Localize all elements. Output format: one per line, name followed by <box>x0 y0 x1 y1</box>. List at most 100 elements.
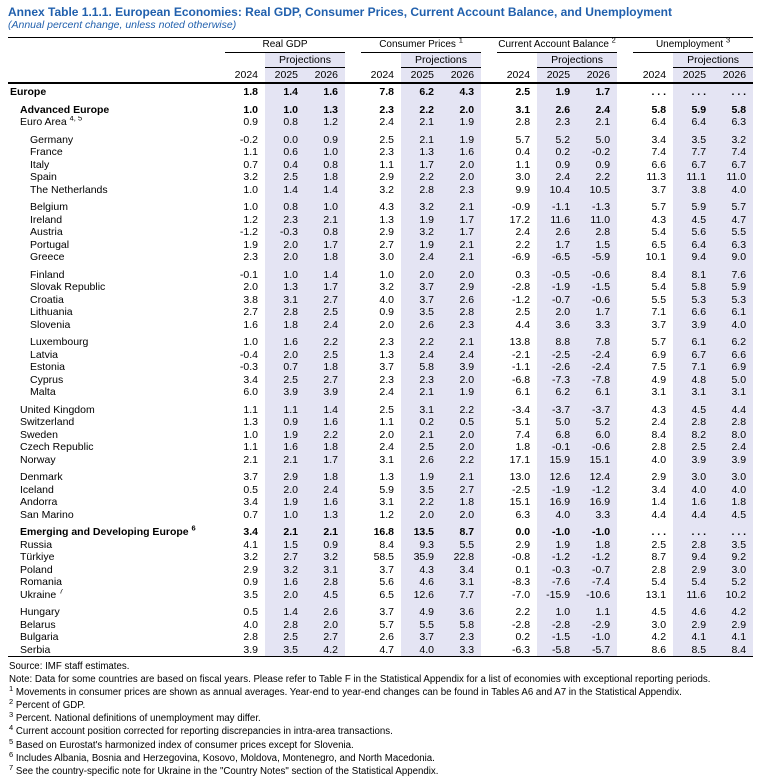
table-row: Czech Republic 1.1 1.6 1.8 2.4 2.5 2.0 1.8 -0.1-… <box>8 441 754 454</box>
value-cell: 6.0 <box>577 428 618 441</box>
value-cell: 0.9 <box>265 416 305 429</box>
table-row: Iceland 0.5 2.0 2.4 5.9 3.5 2.7 -2.5 -1.9 -1.2 3.4… <box>8 483 754 496</box>
value-cell: 8.8 <box>537 331 578 349</box>
column-gap <box>617 159 633 172</box>
value-cell: 35.9 <box>401 551 442 564</box>
table-row: Lithuania 2.7 2.8 2.5 0.9 3.5 2.8 2.5 2.0 1.7 7.1 6… <box>8 306 754 319</box>
value-cell: 7.8 <box>577 331 618 349</box>
value-cell: 3.4 <box>243 496 258 508</box>
value-cell: 1.8 <box>243 86 258 98</box>
value-cell: 2.3 <box>441 183 482 196</box>
value-cell: 2.3 <box>379 103 395 116</box>
row-label: The Netherlands <box>30 183 108 196</box>
value-cell: 5.6 <box>379 576 395 588</box>
value-cell: 2.1 <box>401 428 442 441</box>
value-cell: 4.0 <box>401 643 442 657</box>
value-cell: 2.5 <box>265 631 305 644</box>
value-cell: 2.2 <box>441 453 482 466</box>
value-cell: 2.2 <box>515 238 531 251</box>
value-cell: 5.2 <box>713 576 754 589</box>
column-gap <box>481 601 497 619</box>
column-gap <box>481 429 497 442</box>
value-cell: -0.3 <box>265 226 305 239</box>
value-cell: 3.8 <box>243 293 258 306</box>
year-header: 2025 <box>673 67 714 84</box>
table-row: Euro Area 4, 5 0.9 0.8 1.2 2.4 2.1 1.9 2.8 2.3 2.… <box>8 116 754 129</box>
value-cell: 13.0 <box>509 471 531 483</box>
row-label: Hungary <box>20 606 60 618</box>
value-cell: 3.4 <box>651 483 667 496</box>
table-row: Spain 3.2 2.5 1.8 2.9 2.2 2.0 3.0 2.4 2.2 11.3 11.1… <box>8 171 754 184</box>
row-label: France <box>30 146 63 158</box>
footnote-marker: 3 <box>726 35 731 45</box>
column-gap <box>345 159 361 172</box>
value-cell: 7.6 <box>713 263 754 281</box>
value-cell: 6.1 <box>713 306 754 319</box>
value-cell: 2.0 <box>441 373 482 386</box>
table-row: Hungary 0.5 1.4 2.6 3.7 4.9 3.6 2.2 1.0 1.1 4.5 4.6… <box>8 601 754 619</box>
column-gap <box>617 361 633 374</box>
column-gap <box>481 116 497 129</box>
value-cell: 1.9 <box>441 386 482 399</box>
corner-cell <box>8 67 225 84</box>
year-header: 2026 <box>441 67 482 84</box>
column-gap <box>345 361 361 374</box>
economies-table: Real GDP Consumer Prices 1 Current Account… <box>8 35 754 657</box>
column-gap <box>481 539 497 552</box>
value-cell: 4.5 <box>673 213 714 226</box>
value-cell: 4.6 <box>401 576 442 589</box>
value-cell: 1.4 <box>305 263 346 281</box>
value-cell: 6.3 <box>515 508 531 521</box>
value-cell: 2.2 <box>441 398 482 416</box>
column-gap <box>617 129 633 147</box>
footnote-line: 3 Percent. National definitions of unemp… <box>9 710 261 725</box>
value-cell: 4.2 <box>713 601 754 619</box>
value-cell: 1.7 <box>537 238 578 251</box>
value-cell: 4.2 <box>305 643 346 657</box>
value-cell: 2.2 <box>305 331 346 349</box>
column-gap <box>481 564 497 577</box>
value-cell: 3.4 <box>243 526 258 538</box>
value-cell: 6.4 <box>673 238 714 251</box>
value-cell: 3.9 <box>305 386 346 399</box>
value-cell: 5.8 <box>713 98 754 116</box>
value-cell: 4.3 <box>651 403 667 416</box>
table-row: San Marino 0.7 1.0 1.3 1.2 2.0 2.0 6.3 4.0 3.3 4.4… <box>8 508 754 521</box>
value-cell: 5.7 <box>651 201 667 213</box>
row-label: Serbia <box>8 643 225 657</box>
column-gap <box>345 601 361 619</box>
value-cell: 8.4 <box>651 268 667 281</box>
value-cell: 1.1 <box>243 441 258 453</box>
value-cell: 2.0 <box>265 251 305 264</box>
value-cell: 2.3 <box>537 116 578 129</box>
value-cell: 2.0 <box>441 98 482 116</box>
value-cell: -0.1 <box>537 441 578 454</box>
column-gap <box>481 281 497 294</box>
value-cell: 2.9 <box>713 618 754 631</box>
column-gap <box>617 386 633 399</box>
table-row: Slovak Republic 2.0 1.3 1.7 3.2 3.7 2.9 -2.8 -1.… <box>8 281 754 294</box>
value-cell: 2.6 <box>379 631 395 643</box>
value-cell: 4.1 <box>713 631 754 644</box>
value-cell: 1.0 <box>305 196 346 214</box>
table-row: Austria -1.2 -0.3 0.8 2.9 3.2 1.7 2.4 2.6 2.8 5.4 5… <box>8 226 754 239</box>
table-row: Slovenia 1.6 1.8 2.4 2.0 2.6 2.3 4.4 3.6 3.3 3.7 3.… <box>8 318 754 331</box>
value-cell: -2.8 <box>537 618 578 631</box>
value-cell: -1.5 <box>537 631 578 644</box>
column-gap <box>345 83 361 99</box>
value-cell: 2.0 <box>537 306 578 319</box>
value-cell: -0.7 <box>537 293 578 306</box>
year-header: 2026 <box>713 67 754 84</box>
value-cell: 1.6 <box>305 416 346 429</box>
value-cell: 0.6 <box>265 146 305 159</box>
row-label: Latvia <box>30 348 59 361</box>
empty-cell <box>225 53 265 68</box>
value-cell: 6.2 <box>713 331 754 349</box>
value-cell: 5.9 <box>379 483 395 496</box>
row-label: United Kingdom <box>20 403 95 416</box>
value-cell: 2.1 <box>265 521 305 539</box>
value-cell: 2.1 <box>305 213 346 226</box>
column-group-header: Consumer Prices 1 <box>361 36 482 53</box>
value-cell: 8.6 <box>633 643 674 657</box>
value-cell: 6.1 <box>515 386 531 398</box>
